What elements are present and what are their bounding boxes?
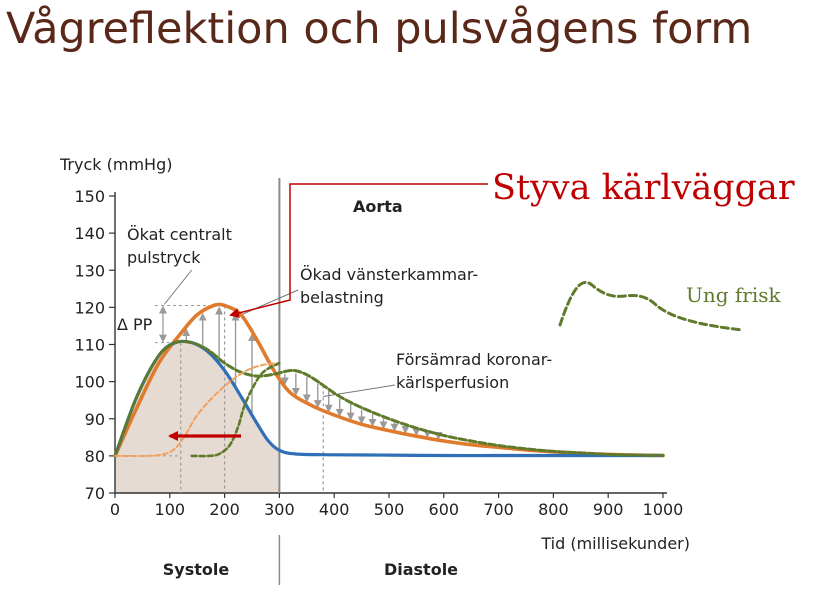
annotation-coronary-perfusion: Försämrad koronar-kärlsperfusion bbox=[396, 350, 552, 392]
y-tick-label-150: 150 bbox=[74, 187, 105, 206]
series-layer bbox=[113, 183, 744, 458]
annotation-increased-lv-load: Ökad vänsterkammar-belastning bbox=[300, 265, 478, 307]
systole-label: Systole bbox=[163, 560, 230, 579]
x-tick-label-300: 300 bbox=[264, 500, 295, 519]
x-axis-label: Tid (millisekunder) bbox=[540, 534, 690, 553]
annotation-increased-pulse-pressure: Ökat centralt pulstryck bbox=[127, 225, 232, 267]
x-tick-label-1000: 1000 bbox=[643, 500, 684, 519]
slide-title: Vågreflektion och pulsvågens form bbox=[6, 4, 753, 54]
y-tick-label-110: 110 bbox=[74, 336, 105, 355]
y-axis-label: Tryck (mmHg) bbox=[59, 155, 172, 174]
diastole-label: Diastole bbox=[384, 560, 458, 579]
x-tick-label-500: 500 bbox=[374, 500, 405, 519]
y-tick-label-130: 130 bbox=[74, 261, 105, 280]
delta-pp-label: Δ PP bbox=[117, 315, 153, 334]
pulse-pressure-pointer bbox=[163, 269, 193, 305]
label-layer: Tryck (mmHg) Tid (millisekunder) Systole… bbox=[59, 155, 795, 579]
young-healthy-sketch bbox=[558, 281, 744, 332]
x-tick-label-200: 200 bbox=[209, 500, 240, 519]
annotation-line: Ökad vänsterkammar- bbox=[300, 265, 478, 284]
annotation-line: belastning bbox=[300, 288, 384, 307]
series-line-3 bbox=[114, 362, 281, 458]
x-tick-label-400: 400 bbox=[319, 500, 350, 519]
annotation-line: kärlsperfusion bbox=[396, 373, 509, 392]
y-tick-label-100: 100 bbox=[74, 373, 105, 392]
lv-load-pointer bbox=[236, 289, 299, 318]
stiff-walls-pointer bbox=[229, 183, 488, 318]
annotation-line: Försämrad koronar- bbox=[396, 350, 552, 369]
x-tick-label-900: 900 bbox=[593, 500, 624, 519]
x-tick-label-0: 0 bbox=[110, 500, 120, 519]
y-tick-label-140: 140 bbox=[74, 224, 105, 243]
y-tick-label-70: 70 bbox=[85, 484, 105, 503]
y-tick-label-90: 90 bbox=[85, 410, 105, 429]
series-line-4 bbox=[190, 361, 281, 458]
annotation-line: pulstryck bbox=[127, 248, 201, 267]
y-tick-label-120: 120 bbox=[74, 298, 105, 317]
x-tick-label-100: 100 bbox=[155, 500, 186, 519]
annotation-layer bbox=[115, 269, 443, 493]
stiff-walls-callout: Styva kärlväggar bbox=[492, 168, 795, 208]
young-healthy-label: Ung frisk bbox=[686, 283, 782, 307]
axes: 70 80 90 100 110 120 130 140 150 0 100 200 300 400 500… bbox=[74, 178, 683, 585]
x-tick-label-700: 700 bbox=[483, 500, 514, 519]
x-tick-label-600: 600 bbox=[429, 500, 460, 519]
annotation-aorta: Aorta bbox=[353, 197, 403, 216]
perfusion-pointer bbox=[323, 384, 396, 397]
annotation-line: Ökat centralt bbox=[127, 225, 232, 244]
annotation-line: Aorta bbox=[353, 197, 403, 216]
x-tick-label-800: 800 bbox=[538, 500, 569, 519]
series-line-2 bbox=[113, 339, 665, 458]
y-tick-label-80: 80 bbox=[85, 447, 105, 466]
